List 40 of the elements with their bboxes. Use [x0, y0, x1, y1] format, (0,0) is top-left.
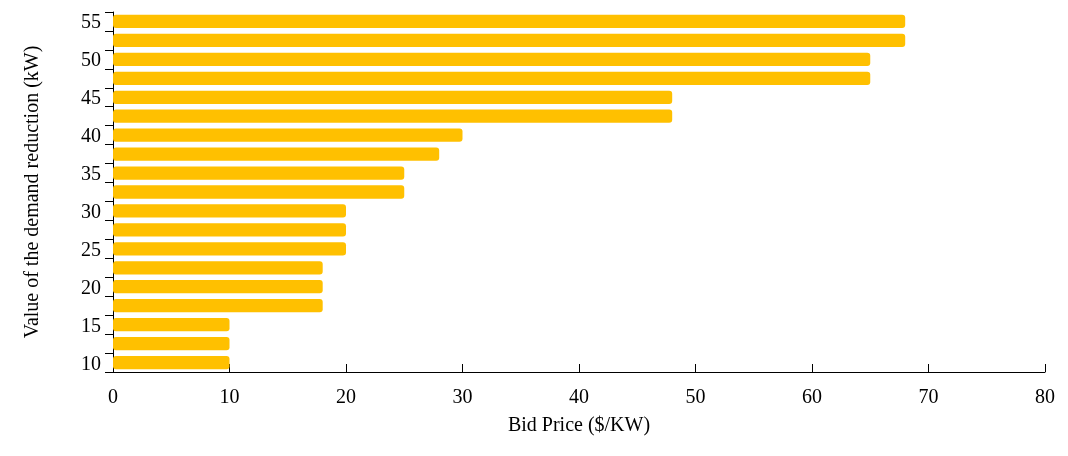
bar — [113, 185, 405, 199]
y-tick-label: 15 — [81, 313, 101, 336]
bar — [113, 14, 906, 29]
y-tick-label: 50 — [81, 48, 101, 71]
x-tick-label: 80 — [1035, 385, 1055, 407]
bar — [113, 204, 346, 218]
y-tick-label: 45 — [81, 86, 101, 109]
x-tick-label: 70 — [918, 385, 939, 407]
bar — [113, 336, 230, 351]
y-tick-label: 10 — [81, 351, 101, 374]
bar — [113, 242, 346, 256]
bar — [113, 128, 463, 142]
y-tick-label: 55 — [81, 10, 101, 33]
x-tick-label: 30 — [452, 385, 473, 407]
y-tick-label: 25 — [81, 237, 101, 260]
y-tick-label: 30 — [81, 199, 101, 222]
bar — [113, 280, 323, 294]
x-tick-label: 0 — [108, 385, 118, 407]
bar — [113, 355, 230, 370]
y-tick-label: 20 — [81, 275, 101, 298]
x-tick-label: 40 — [569, 385, 589, 407]
y-tick-label: 40 — [81, 124, 101, 147]
y-axis-title: Value of the demand reduction (kW) — [20, 45, 43, 339]
x-tick-label: 20 — [336, 385, 356, 407]
bar — [113, 166, 405, 180]
x-tick-label: 10 — [219, 385, 240, 407]
bar — [113, 147, 440, 161]
bar — [113, 318, 230, 332]
bar — [113, 33, 906, 48]
x-tick-label: 50 — [685, 385, 706, 407]
bar — [113, 71, 871, 85]
bar — [113, 90, 673, 104]
bar — [113, 52, 871, 66]
bar — [113, 223, 346, 237]
bar — [113, 109, 673, 123]
bar — [113, 299, 323, 313]
y-tick-label: 35 — [81, 162, 101, 185]
x-axis-title: Bid Price ($/KW) — [507, 413, 651, 436]
bar — [113, 261, 323, 275]
x-tick-label: 60 — [802, 385, 822, 407]
